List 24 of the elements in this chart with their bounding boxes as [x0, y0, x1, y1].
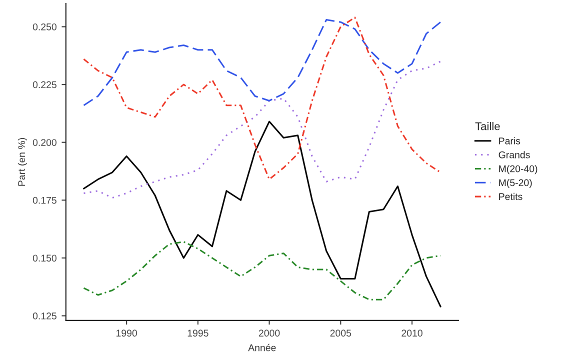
y-tick-label: 0.200 — [32, 139, 56, 146]
x-tick-label: 2010 — [402, 330, 422, 337]
line-series — [82, 16, 442, 180]
legend-label: M(5-20) — [499, 179, 532, 188]
y-tick-label: 0.175 — [32, 196, 56, 204]
y-tick-label: 0.225 — [32, 81, 56, 88]
y-axis-title: Part (en %) — [18, 138, 27, 186]
legend-label: Petits — [499, 192, 522, 200]
y-tick-label: 0.125 — [32, 312, 56, 320]
x-tick-label: 2005 — [330, 330, 352, 337]
x-axis-title: Année — [248, 344, 276, 352]
y-tick-label: 0.250 — [32, 23, 56, 30]
legend-title: Taille — [475, 122, 500, 130]
legend-label: M(20-40) — [499, 165, 538, 174]
line-series — [82, 241, 442, 300]
legend-label: Grands — [498, 151, 530, 158]
x-tick-label: 1990 — [116, 330, 137, 337]
line-series — [82, 60, 442, 199]
line-series — [82, 19, 442, 106]
x-tick-label: 2000 — [258, 330, 280, 337]
line-series — [82, 120, 442, 308]
y-tick-label: 0.150 — [32, 254, 56, 262]
legend-label: Paris — [499, 137, 520, 144]
x-tick-label: 1995 — [188, 330, 208, 337]
